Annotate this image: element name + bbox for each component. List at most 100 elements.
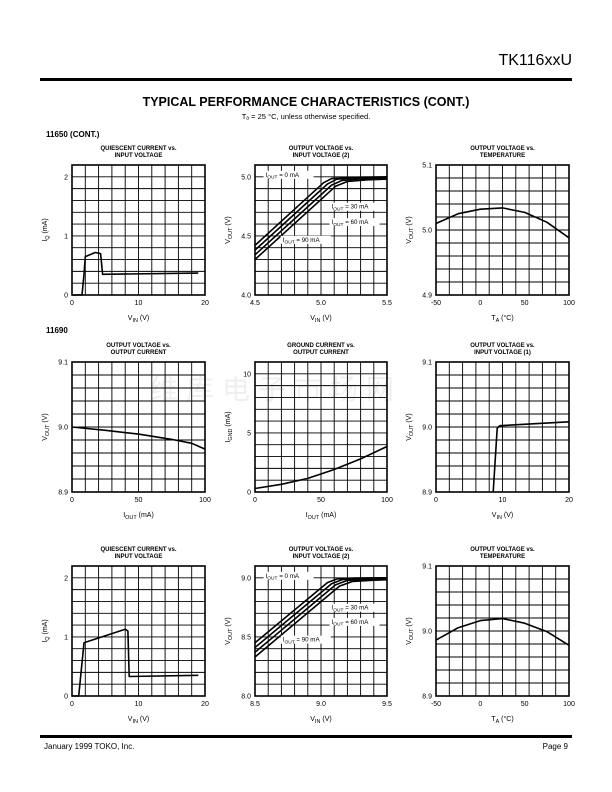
chart-c8: OUTPUT VOLTAGE vs.INPUT VOLTAGE (2) 8.5 9.… [225, 547, 392, 725]
chart-c6: OUTPUT VOLTAGE vs.INPUT VOLTAGE (1) 0 10 20… [406, 343, 573, 521]
x-axis-label: VIN (V) [492, 512, 513, 521]
x-tick-label: 0 [70, 300, 74, 307]
annotation-bg [263, 170, 314, 179]
x-tick-label: 0 [478, 300, 482, 307]
chart-title-line: OUTPUT VOLTAGE vs. [470, 343, 535, 349]
watermark-text: 维库电子市场网 [150, 373, 403, 406]
series-line [435, 617, 570, 646]
chart-title-line: INPUT VOLTAGE (1) [474, 350, 531, 356]
series-line [254, 445, 388, 490]
y-tick-label: 8.9 [58, 490, 68, 497]
y-tick-label: 8.9 [422, 694, 432, 701]
chart-title-line: OUTPUT CURRENT [293, 350, 349, 356]
curve-label: IOUT = 60 mA [332, 219, 370, 228]
part-number: TK116xxU [498, 52, 572, 69]
x-tick-label: 100 [563, 701, 575, 708]
x-tick-label: 100 [563, 300, 575, 307]
x-tick-label: 10 [135, 701, 143, 708]
curve-label: IOUT = 60 mA [332, 619, 370, 628]
y-tick-label: 0 [64, 293, 68, 300]
series-line [492, 421, 570, 493]
x-axis-label: IOUT (mA) [306, 512, 337, 521]
y-axis-label: IQ (mA) [42, 619, 51, 642]
plot-frame [71, 164, 206, 296]
x-tick-label: 50 [135, 497, 143, 504]
plot-frame [254, 361, 388, 493]
y-tick-label: 5.0 [422, 228, 432, 235]
y-tick-label: 0 [64, 694, 68, 701]
chart-c7: QUIESCENT CURRENT vs.INPUT VOLTAGE 0 10 20 0… [42, 547, 209, 725]
y-tick-label: 5.0 [241, 174, 251, 181]
y-axis-label: VOUT (V) [406, 617, 415, 644]
y-axis-label: VOUT (V) [406, 216, 415, 243]
series-line [254, 177, 388, 256]
x-tick-label: 100 [199, 497, 211, 504]
y-tick-label: 5 [247, 430, 251, 437]
chart-title-line: OUTPUT VOLTAGE vs. [470, 547, 535, 553]
y-tick-label: 9.1 [422, 564, 432, 571]
x-tick-label: 100 [381, 497, 393, 504]
series-line [72, 628, 199, 697]
header-rule [40, 78, 572, 81]
x-axis-label: VIN (V) [128, 315, 149, 324]
plot-frame [71, 565, 206, 697]
x-tick-label: 0 [70, 701, 74, 708]
x-axis-label: VIN (V) [310, 315, 331, 324]
y-tick-label: 1 [64, 233, 68, 240]
footer-left: January 1999 TOKO, Inc. [44, 742, 135, 751]
x-tick-label: 0 [478, 701, 482, 708]
chart-title-line: TEMPERATURE [480, 554, 525, 560]
annotation-bg [263, 571, 314, 580]
section-label-11690: 11690 [46, 326, 68, 335]
curve-label: IOUT = 0 mA [266, 172, 300, 181]
plot-frame [435, 565, 570, 697]
series-line [72, 251, 199, 296]
y-tick-label: 9.1 [422, 360, 432, 367]
series-line [71, 426, 206, 450]
plot-frame [435, 361, 570, 493]
x-tick-label: 8.5 [250, 701, 260, 708]
footer-rule [40, 735, 572, 738]
y-axis-label: IQ (mA) [42, 218, 51, 241]
footer-right: Page 9 [542, 742, 568, 751]
x-tick-label: -50 [431, 300, 441, 307]
x-tick-label: 9.5 [382, 701, 392, 708]
y-tick-label: 9.0 [58, 425, 68, 432]
y-axis-label: IGND (mA) [225, 411, 234, 442]
chart-c2: OUTPUT VOLTAGE vs.INPUT VOLTAGE (2) 4.5 5.… [225, 146, 392, 324]
x-axis-label: IOUT (mA) [123, 512, 154, 521]
chart-title-line: GROUND CURRENT vs. [287, 343, 355, 349]
x-axis-label: VIN (V) [128, 716, 149, 725]
chart-title-line: QUIESCENT CURRENT vs. [100, 547, 176, 553]
chart-c9: OUTPUT VOLTAGE vs.TEMPERATURE -50 0 50 100 8.… [406, 547, 575, 725]
series-line [254, 578, 388, 653]
y-tick-label: 9.0 [422, 425, 432, 432]
y-tick-label: 4.0 [241, 293, 251, 300]
curve-label: IOUT = 90 mA [283, 637, 321, 646]
chart-title-line: QUIESCENT CURRENT vs. [100, 146, 176, 152]
x-axis-label: VIN (V) [310, 716, 331, 725]
x-axis-label: TA (°C) [491, 715, 513, 725]
annotation-bg [280, 235, 331, 244]
annotation-bg [329, 617, 380, 626]
y-axis-label: VOUT (V) [225, 617, 234, 644]
annotation-bg [280, 635, 331, 644]
y-tick-label: 9.0 [422, 629, 432, 636]
chart-c3: OUTPUT VOLTAGE vs.TEMPERATURE -50 0 50 100 4.… [406, 146, 575, 324]
chart-title-line: INPUT VOLTAGE [115, 153, 163, 159]
series-line [254, 178, 388, 261]
y-tick-label: 9.0 [241, 575, 251, 582]
x-tick-label: 4.5 [250, 300, 260, 307]
annotation-bg [329, 603, 380, 612]
chart-title-line: OUTPUT VOLTAGE vs. [106, 343, 171, 349]
series-line [435, 207, 570, 239]
page-subtitle: Tₐ = 25 °C, unless otherwise specified. [241, 112, 371, 121]
annotation-bg [329, 218, 380, 227]
y-axis-label: VOUT (V) [225, 216, 234, 243]
x-tick-label: 20 [565, 497, 573, 504]
y-tick-label: 10 [243, 371, 251, 378]
x-tick-label: 20 [201, 701, 209, 708]
y-tick-label: 8.0 [241, 694, 251, 701]
section-label-11650: 11650 (CONT.) [46, 130, 100, 139]
y-tick-label: 5.1 [422, 163, 432, 170]
